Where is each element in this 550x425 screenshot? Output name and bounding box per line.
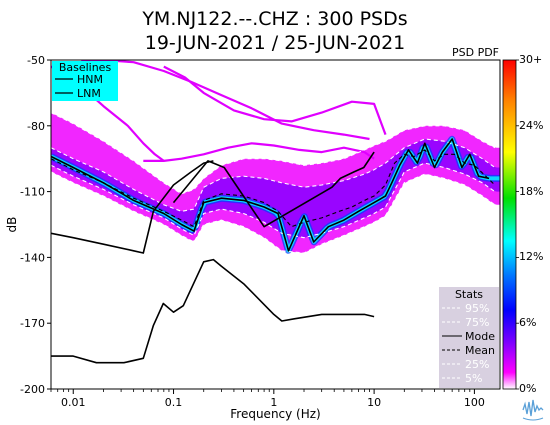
colorbar-title: PSD PDF <box>452 46 500 59</box>
logo-icon <box>520 397 546 421</box>
stats-legend-entry: 95% <box>465 302 489 315</box>
series-line-outlier-psd-a <box>81 60 370 141</box>
colorbar <box>502 59 517 390</box>
plot-frame <box>50 59 501 390</box>
x-tick-label: 0.01 <box>61 396 86 409</box>
colorbar-label: 6% <box>519 316 537 330</box>
series-line-75 <box>51 138 496 212</box>
series-line-95 <box>51 112 496 195</box>
series-line-25 <box>51 162 496 239</box>
stats-legend-entry: 75% <box>465 316 489 329</box>
chart-title-line2: 19-JUN-2021 / 25-JUN-2021 <box>144 32 406 54</box>
series-line-5 <box>51 171 496 254</box>
stats-legend-title: Stats <box>455 288 483 301</box>
stats-legend-box <box>439 287 499 388</box>
series-line-mode <box>51 138 490 252</box>
series-line-lnm <box>51 258 375 364</box>
baselines-legend-title: Baselines <box>59 61 112 74</box>
baselines-legend-entry: LNM <box>77 87 101 100</box>
series-line-hnm <box>172 151 375 228</box>
x-axis-label: Frequency (Hz) <box>230 407 321 421</box>
stats-legend-entry: Mode <box>465 330 495 343</box>
y-tick-label: -110 <box>20 186 45 199</box>
baselines-legend-box <box>52 61 118 101</box>
stats-legend-entry: 5% <box>465 372 482 385</box>
x-tick-label: 10 <box>367 396 381 409</box>
colorbar-label: 30+ <box>519 53 543 66</box>
colorbar-label: 0% <box>519 382 537 395</box>
y-tick-label: -80 <box>27 120 45 133</box>
y-tick-label: -50 <box>27 54 45 67</box>
y-tick-label: -170 <box>20 317 45 330</box>
baselines-legend-entry: HNM <box>77 73 103 86</box>
series-line-mean <box>51 149 496 228</box>
x-tick-label: 100 <box>464 396 485 409</box>
y-tick-label: -200 <box>20 383 45 396</box>
series-line-outlier-psd-b <box>163 65 387 135</box>
colorbar-label: 12% <box>519 250 544 264</box>
series-lines-layer <box>51 60 496 364</box>
colorbar-label: 24% <box>519 118 544 132</box>
stats-legend-entry: 25% <box>465 358 489 371</box>
series-line-baseline-curve <box>51 160 214 254</box>
colorbar-ticks <box>516 59 519 390</box>
y-tick-label: -140 <box>20 251 45 264</box>
colorbar-label: 18% <box>519 184 544 198</box>
stats-legend-entry: Mean <box>465 344 495 357</box>
series-line-outlier-psd-d <box>143 142 375 162</box>
axes: -50 -80 -110 -140 -170 -200 0.01 0.1 1 10 100 Frequ… <box>5 54 485 421</box>
x-tick-label: 1 <box>270 396 277 409</box>
chart-title-line1: YM.NJ122.--.CHZ : 300 PSDs <box>142 8 408 30</box>
x-tick-label: 0.1 <box>165 396 183 409</box>
y-axis-label: dB <box>5 217 19 233</box>
